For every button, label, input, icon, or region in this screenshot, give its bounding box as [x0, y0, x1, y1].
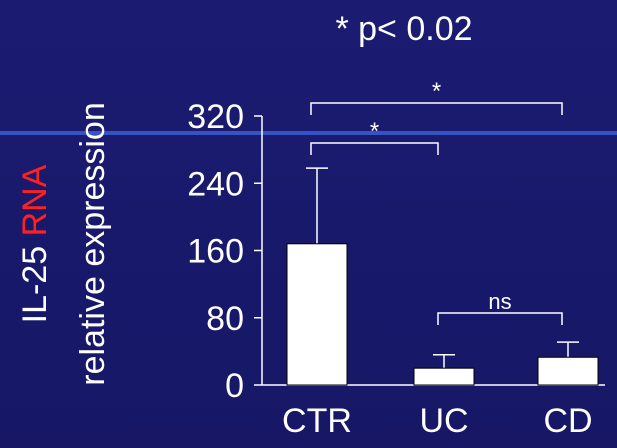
significance-bracket: [310, 142, 439, 155]
significance-label: ns: [488, 289, 511, 314]
x-tick-label-ctr: CTR: [282, 402, 352, 440]
error-bars: [306, 167, 579, 369]
significance-bracket: [437, 312, 563, 325]
slide-rule-line: [0, 131, 617, 135]
bars: [286, 243, 599, 386]
significance-bracket: [310, 102, 563, 115]
chart-title: * p< 0.02: [335, 10, 472, 48]
bar-ctr: [286, 243, 348, 386]
y-tick-label: 80: [206, 300, 244, 338]
bar-uc: [413, 367, 475, 386]
y-tick-label: 240: [187, 165, 244, 203]
x-tick-label-uc: UC: [419, 402, 468, 440]
y-tick-label: 160: [187, 233, 244, 271]
y-tick-label: 0: [225, 367, 244, 405]
y-axis-label-line1: IL-25 RNA: [16, 164, 54, 323]
y-ticks: 0 80 160 240 320: [187, 98, 262, 405]
significance-label: *: [432, 78, 441, 105]
y-axis-label-prefix: IL-25: [16, 236, 54, 323]
y-axis-label-highlight: RNA: [16, 164, 54, 236]
bar-cd: [537, 356, 599, 386]
significance-label: *: [370, 118, 379, 145]
significance-brackets: * * ns: [310, 78, 563, 325]
x-tick-label-cd: CD: [543, 402, 592, 440]
x-tick-labels: CTR UC CD: [282, 402, 593, 440]
y-tick-label: 320: [187, 98, 244, 136]
y-axis-label-line2: relative expression: [74, 102, 112, 385]
